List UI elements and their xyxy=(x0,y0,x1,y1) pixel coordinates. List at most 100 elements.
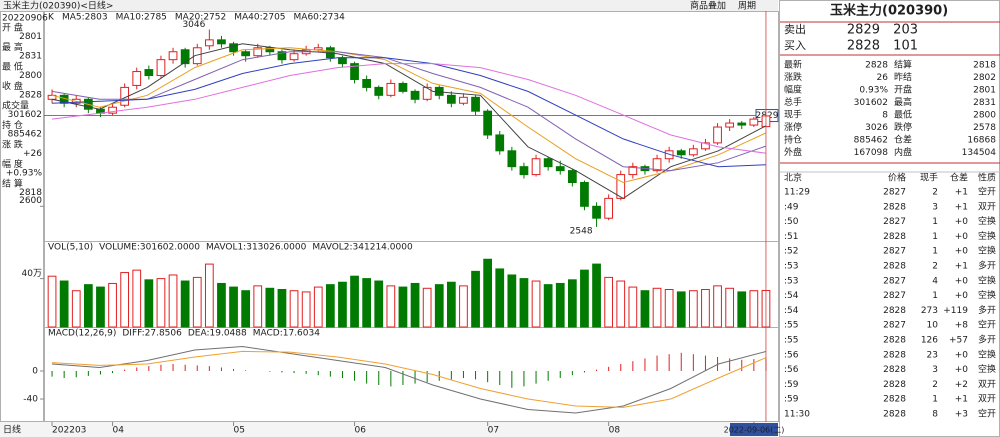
volume-bar xyxy=(168,274,178,328)
tick-header: 价格 xyxy=(888,172,906,184)
volume-bar xyxy=(204,263,214,328)
info-label: 开 盘 xyxy=(2,22,23,34)
tick-cell: +119 xyxy=(943,306,968,316)
volume-bar xyxy=(519,278,529,328)
tick-cell: 23 xyxy=(927,350,938,360)
candle-body xyxy=(386,82,396,96)
tick-cell: 双开 xyxy=(978,201,996,212)
info-label: 最 低 xyxy=(2,61,23,73)
info-value: 2831 xyxy=(19,52,42,62)
quote-value: 301602 xyxy=(854,98,888,108)
volume-bar xyxy=(664,289,674,328)
info-value: 885462 xyxy=(8,130,42,140)
period-label: 日线 xyxy=(3,424,21,436)
volume-bar xyxy=(725,287,735,328)
x-tick-label: 05 xyxy=(234,426,245,436)
candle-body xyxy=(108,106,117,114)
legend-entry: MA20:2752 xyxy=(175,13,226,23)
candle-body xyxy=(604,197,614,219)
toolbar-button[interactable]: 商品叠加 xyxy=(690,0,726,12)
tick-cell: 10 xyxy=(927,321,939,331)
tick-cell: 1 xyxy=(932,395,938,405)
tick-cell: 1 xyxy=(932,232,938,242)
candle-body xyxy=(749,118,759,126)
volume-bar xyxy=(325,284,335,328)
volume-bar xyxy=(446,281,456,328)
tick-cell: 2828 xyxy=(883,202,906,212)
volume-bar xyxy=(628,286,638,328)
cursor-date: 2022-09-06(二) xyxy=(724,426,785,435)
volume-bar xyxy=(604,276,614,328)
volume-bar xyxy=(713,285,722,328)
quote-value: 2818 xyxy=(973,61,996,71)
candle-body xyxy=(192,47,202,65)
candle-body xyxy=(580,182,589,207)
toolbar-button[interactable]: 周期 xyxy=(738,1,756,12)
candle-body xyxy=(676,150,686,156)
quote-qty: 101 xyxy=(893,39,918,54)
candle-body xyxy=(168,51,178,61)
volume-bar xyxy=(374,280,384,328)
tick-cell: 273 xyxy=(921,306,938,316)
info-label: 幅 度 xyxy=(2,158,23,170)
tick-cell: :55 xyxy=(784,336,798,346)
tick-cell: 空开 xyxy=(978,186,996,198)
tick-cell: +3 xyxy=(955,410,968,420)
tick-cell: 2828 xyxy=(883,380,906,390)
info-value: 2800 xyxy=(19,71,42,81)
candle-body xyxy=(265,47,275,53)
tick-cell: :54 xyxy=(784,306,799,316)
tick-cell: +1 xyxy=(955,202,968,212)
legend-entry: MA5:2803 xyxy=(62,13,108,23)
volume-bar xyxy=(701,289,710,328)
volume-bar xyxy=(108,282,117,328)
volume-bar xyxy=(229,286,238,328)
tick-cell: +0 xyxy=(955,350,969,360)
volume-bar xyxy=(652,287,662,328)
tick-cell: :56 xyxy=(784,350,799,360)
candle-body xyxy=(144,69,154,77)
volume-bar xyxy=(555,282,565,328)
quote-field: 最新 xyxy=(784,59,802,71)
volume-bar xyxy=(737,291,747,328)
tick-header: 仓差 xyxy=(950,172,968,184)
candle-body xyxy=(338,57,347,65)
tick-cell: :52 xyxy=(784,247,798,257)
tick-header: 北京 xyxy=(784,172,802,184)
quote-value: 16868 xyxy=(967,136,996,146)
tick-cell: 8 xyxy=(932,410,938,420)
chart-title: VOL(5,10) xyxy=(48,243,93,253)
info-value: +0.93% xyxy=(6,169,43,179)
tick-cell: :59 xyxy=(784,395,799,405)
candle-body xyxy=(519,166,529,176)
info-label: 最 高 xyxy=(2,41,23,53)
tick-cell: 2 xyxy=(932,188,938,198)
info-value: +26 xyxy=(23,149,42,159)
volume-bar xyxy=(616,280,626,328)
candle-body xyxy=(374,86,384,96)
volume-bar xyxy=(313,286,323,328)
tick-cell: 3 xyxy=(932,202,938,212)
volume-bar xyxy=(471,270,480,328)
quote-label: 买入 xyxy=(784,39,806,52)
quote-price: 2829 xyxy=(847,23,880,38)
candle-body xyxy=(483,110,493,136)
tick-cell: 2 xyxy=(932,380,938,390)
candle-body xyxy=(725,122,735,128)
quote-value: 2801 xyxy=(973,86,996,96)
tick-cell: 2828 xyxy=(883,350,906,360)
candle-body xyxy=(156,59,166,77)
quote-value: 2802 xyxy=(973,73,996,83)
volume-bar xyxy=(362,278,372,328)
tick-cell: 双开 xyxy=(978,394,996,405)
y-tick-label: -40 xyxy=(23,395,38,405)
volume-bar xyxy=(434,284,444,328)
candle-body xyxy=(555,166,565,172)
tick-cell: 2827 xyxy=(883,291,906,301)
candle-body xyxy=(652,158,662,172)
candle-body xyxy=(217,39,226,45)
legend-entry: MA60:2734 xyxy=(294,13,346,23)
info-date: 20220906 xyxy=(2,14,48,24)
info-value: 2801 xyxy=(19,32,42,42)
quote-value: 2578 xyxy=(973,123,996,133)
